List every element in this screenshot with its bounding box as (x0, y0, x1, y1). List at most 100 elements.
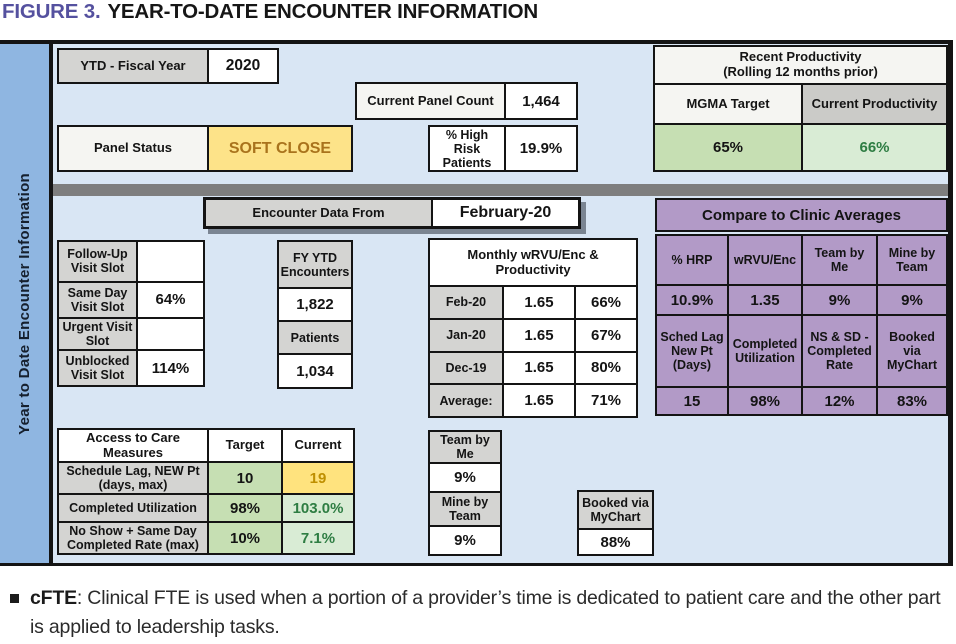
sidebar: Year to Date Encounter Information (0, 44, 53, 563)
figure-title: FIGURE 3. YEAR-TO-DATE ENCOUNTER INFORMAT… (2, 0, 538, 24)
recent-productivity-line1: Recent Productivity (739, 49, 862, 65)
figure-heading: YEAR-TO-DATE ENCOUNTER INFORMATION (107, 0, 538, 23)
high-risk-group: % High Risk Patients 19.9% (428, 125, 578, 172)
panel-count-value: 1,464 (504, 84, 576, 118)
completed-utilization-avg-value: 98% (727, 388, 801, 414)
footnote-text: cFTE: Clinical FTE is used when a portio… (30, 584, 946, 643)
fy-ytd-encounters-label: FY YTD Encounters (279, 242, 351, 287)
panel-status-value: SOFT CLOSE (207, 127, 351, 170)
clinic-averages-header: Compare to Clinic Averages (655, 198, 948, 232)
mgma-target-label: MGMA Target (655, 85, 801, 123)
jan-wrvu-value: 1.65 (502, 319, 574, 351)
team-by-me-header: Team by Me (801, 236, 876, 284)
access-measures-title: Access to Care Measures (59, 430, 207, 461)
month-feb-label: Feb-20 (430, 287, 502, 318)
hrp-header: % HRP (657, 236, 727, 284)
booked-mychart-value: 88% (579, 528, 652, 554)
unblocked-slot-value: 114% (136, 351, 203, 385)
completed-utilization-current-value: 103.0% (281, 495, 353, 521)
mine-by-team-value: 9% (430, 525, 500, 554)
hrp-value: 10.9% (657, 286, 727, 314)
sched-lag-header: Sched Lag New Pt (Days) (657, 316, 727, 386)
no-show-target-value: 10% (207, 523, 281, 553)
month-average-label: Average: (430, 385, 502, 416)
team-by-me-avg-value: 9% (801, 286, 876, 314)
clinic-averages-values-1: 10.9% 1.35 9% 9% (657, 284, 946, 314)
panel-count-group: Current Panel Count 1,464 (355, 82, 578, 120)
recent-productivity-header: Recent Productivity (Rolling 12 months p… (655, 47, 946, 83)
month-dec-label: Dec-19 (430, 352, 502, 384)
section-divider (53, 184, 948, 196)
encounter-data-from-value: February-20 (431, 200, 578, 226)
panel-count-label: Current Panel Count (357, 84, 504, 118)
bullet-icon (10, 594, 19, 603)
footnote-body: : Clinical FTE is used when a portion of… (30, 587, 941, 639)
clinic-averages-title: Compare to Clinic Averages (657, 200, 946, 230)
encounter-data-from-label: Encounter Data From (206, 200, 431, 226)
schedule-lag-current-value: 19 (281, 463, 353, 493)
feb-wrvu-value: 1.65 (502, 287, 574, 318)
team-by-me-label: Team by Me (430, 432, 500, 462)
panel-status-label: Panel Status (59, 127, 207, 170)
unblocked-slot-label: Unblocked Visit Slot (59, 351, 136, 385)
high-risk-label: % High Risk Patients (430, 127, 504, 170)
recent-productivity-group: Recent Productivity (Rolling 12 months p… (653, 45, 948, 172)
fy-ytd-encounters-value: 1,822 (279, 287, 351, 320)
high-risk-value: 19.9% (504, 127, 576, 170)
recent-productivity-values: 65% 66% (655, 123, 946, 170)
booked-mychart-header: Booked via MyChart (876, 316, 946, 386)
sidebar-label: Year to Date Encounter Information (16, 172, 33, 435)
current-productivity-value: 66% (801, 125, 946, 170)
fiscal-year-label: YTD - Fiscal Year (59, 50, 207, 82)
clinic-averages-table: % HRP wRVU/Enc Team by Me Mine by Team 1… (655, 234, 948, 416)
average-wrvu-value: 1.65 (502, 385, 574, 416)
clinic-averages-headers-1: % HRP wRVU/Enc Team by Me Mine by Team (657, 236, 946, 284)
same-day-slot-value: 64% (136, 282, 203, 317)
figure-number: FIGURE 3. (2, 0, 101, 23)
team-by-me-value: 9% (430, 462, 500, 491)
current-productivity-label: Current Productivity (801, 85, 946, 123)
patients-label: Patients (279, 320, 351, 353)
schedule-lag-target-value: 10 (207, 463, 281, 493)
average-productivity-value: 71% (574, 385, 636, 416)
mine-by-team-avg-value: 9% (876, 286, 946, 314)
month-jan-label: Jan-20 (430, 319, 502, 351)
no-show-measure-label: No Show + Same Day Completed Rate (max) (59, 523, 207, 553)
table-row: Completed Utilization 98% 103.0% (59, 493, 353, 521)
access-to-care-table: Access to Care Measures Target Current S… (57, 428, 355, 555)
completed-utilization-target-value: 98% (207, 495, 281, 521)
urgent-slot-label: Urgent Visit Slot (59, 318, 136, 350)
fiscal-year-value: 2020 (207, 50, 277, 82)
table-row: Jan-20 1.65 67% (430, 317, 636, 351)
recent-productivity-labels: MGMA Target Current Productivity (655, 83, 946, 123)
mychart-table: Booked via MyChart 88% (577, 490, 654, 556)
schedule-lag-measure-label: Schedule Lag, NEW Pt (days, max) (59, 463, 207, 493)
mine-by-team-header: Mine by Team (876, 236, 946, 284)
wrvu-enc-header: wRVU/Enc (727, 236, 801, 284)
table-row: Urgent Visit Slot (59, 316, 203, 350)
dec-wrvu-value: 1.65 (502, 352, 574, 384)
follow-up-slot-value (136, 242, 203, 281)
jan-productivity-value: 67% (574, 319, 636, 351)
table-row: Follow-Up Visit Slot (59, 242, 203, 281)
monthly-wrvu-table: Monthly wRVU/Enc & Productivity Feb-20 1… (428, 238, 638, 418)
mgma-target-value: 65% (655, 125, 801, 170)
table-row: Same Day Visit Slot 64% (59, 280, 203, 317)
clinic-averages-headers-2: Sched Lag New Pt (Days) Completed Utiliz… (657, 314, 946, 386)
footnote-term: cFTE (30, 587, 77, 609)
table-row: Average: 1.65 71% (430, 383, 636, 416)
access-header-row: Access to Care Measures Target Current (59, 430, 353, 461)
recent-productivity-line2: (Rolling 12 months prior) (723, 64, 878, 79)
table-row: No Show + Same Day Completed Rate (max) … (59, 521, 353, 553)
panel-status-group: Panel Status SOFT CLOSE (57, 125, 353, 172)
same-day-slot-label: Same Day Visit Slot (59, 282, 136, 317)
completed-utilization-header: Completed Utilization (727, 316, 801, 386)
target-column-header: Target (207, 430, 281, 461)
visit-slot-table: Follow-Up Visit Slot Same Day Visit Slot… (57, 240, 205, 387)
completed-utilization-measure-label: Completed Utilization (59, 495, 207, 521)
patients-value: 1,034 (279, 353, 351, 387)
dec-productivity-value: 80% (574, 352, 636, 384)
table-row: Schedule Lag, NEW Pt (days, max) 10 19 (59, 461, 353, 493)
footnote: cFTE: Clinical FTE is used when a portio… (8, 584, 946, 643)
